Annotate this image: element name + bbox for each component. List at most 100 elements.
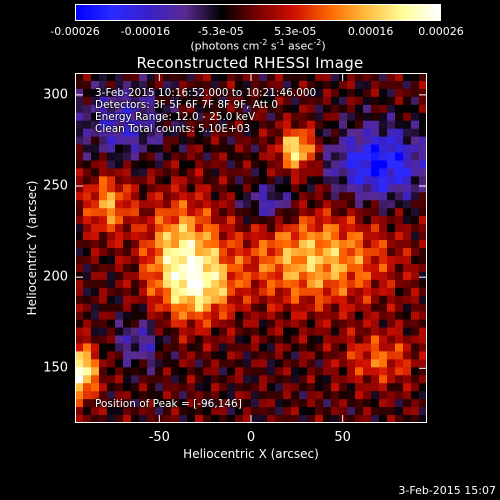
heatmap-cell [243, 327, 252, 336]
heatmap-cell [379, 144, 388, 153]
heatmap-cell [195, 120, 204, 130]
heatmap-cell [115, 279, 124, 289]
heatmap-cell [219, 335, 228, 344]
heatmap-cell [307, 319, 316, 328]
heatmap-cell [275, 232, 284, 241]
heatmap-cell [299, 343, 308, 352]
heatmap-cell [267, 152, 276, 161]
heatmap-cell [83, 88, 92, 98]
heatmap-cell [347, 176, 356, 185]
heatmap-cell [187, 200, 196, 209]
heatmap-cell [131, 192, 140, 201]
heatmap-cell [411, 319, 420, 328]
heatmap-cell [227, 232, 236, 241]
heatmap-cell [195, 216, 204, 225]
heatmap-cell [323, 375, 332, 384]
heatmap-cell [403, 176, 412, 185]
heatmap-cell [195, 240, 204, 249]
heatmap-cell [179, 248, 188, 257]
heatmap-cell [107, 279, 116, 289]
heatmap-cell [163, 327, 172, 336]
heatmap-cell [155, 255, 164, 265]
heatmap-cell [147, 96, 156, 106]
heatmap-cell [211, 136, 220, 145]
heatmap-cell [251, 319, 260, 328]
heatmap-cell [251, 287, 260, 297]
heatmap-cell [83, 359, 92, 368]
heatmap-cell [179, 287, 188, 297]
heatmap-cell [307, 279, 316, 289]
heatmap-cell [395, 88, 404, 98]
heatmap-cell [283, 144, 292, 153]
heatmap-cell [139, 232, 148, 241]
heatmap-cell [147, 144, 156, 153]
heatmap-cell [291, 208, 300, 217]
heatmap-cell [211, 128, 220, 138]
heatmap-cell [107, 192, 116, 201]
heatmap-cell [403, 399, 412, 408]
heatmap-cell [323, 224, 332, 233]
heatmap-cell [275, 279, 284, 289]
heatmap-cell [275, 152, 284, 161]
heatmap-cell [387, 399, 396, 408]
heatmap-cell [171, 240, 180, 249]
heatmap-cell [291, 295, 300, 305]
heatmap-cell [419, 184, 427, 193]
heatmap-cell [371, 375, 380, 384]
heatmap-cell [107, 168, 116, 177]
heatmap-cell [179, 136, 188, 145]
heatmap-cell [259, 399, 268, 408]
heatmap-cell [99, 208, 108, 217]
heatmap-cell [219, 216, 228, 225]
heatmap-cell [235, 271, 244, 281]
heatmap-cell [227, 80, 236, 90]
heatmap-cell [131, 407, 140, 416]
heatmap-cell [195, 271, 204, 281]
heatmap-cell [147, 176, 156, 185]
heatmap-cell [275, 120, 284, 130]
heatmap-cell [187, 351, 196, 360]
heatmap-cell [355, 184, 364, 193]
heatmap-cell [395, 335, 404, 344]
heatmap-cell [163, 311, 172, 320]
heatmap-cell [283, 319, 292, 328]
heatmap-cell [235, 224, 244, 233]
heatmap-cell [251, 88, 260, 98]
heatmap-cell [395, 303, 404, 313]
x-axis-label: Heliocentric X (arcsec) [183, 447, 319, 461]
heatmap-cell [91, 120, 100, 130]
heatmap-cell [155, 128, 164, 138]
heatmap-cell [339, 200, 348, 209]
heatmap-cell [259, 271, 268, 281]
heatmap-cell [403, 415, 412, 423]
heatmap-cell [299, 319, 308, 328]
heatmap-cell [163, 248, 172, 257]
heatmap-cell [283, 399, 292, 408]
heatmap-cell [75, 311, 84, 320]
heatmap-cell [387, 343, 396, 352]
heatmap-cell [259, 224, 268, 233]
heatmap-cell [163, 184, 172, 193]
heatmap-cell [363, 399, 372, 408]
heatmap-cell [371, 295, 380, 305]
heatmap-cell [195, 104, 204, 114]
heatmap-cell [235, 383, 244, 392]
heatmap-cell [419, 303, 427, 313]
heatmap-cell [123, 359, 132, 368]
heatmap-cell [83, 184, 92, 193]
heatmap-cell [315, 263, 324, 273]
heatmap-cell [163, 160, 172, 169]
heatmap-cell [147, 367, 156, 376]
heatmap-cell [395, 120, 404, 130]
heatmap-cell [259, 104, 268, 114]
heatmap-cell [107, 407, 116, 416]
heatmap-cell [203, 168, 212, 177]
heatmap-cell [275, 80, 284, 90]
heatmap-cell [187, 367, 196, 376]
heatmap-cell [259, 192, 268, 201]
heatmap-cell [355, 335, 364, 344]
heatmap-cell [179, 224, 188, 233]
heatmap-cell [203, 303, 212, 313]
heatmap-cell [419, 216, 427, 225]
heatmap-cell [187, 287, 196, 297]
